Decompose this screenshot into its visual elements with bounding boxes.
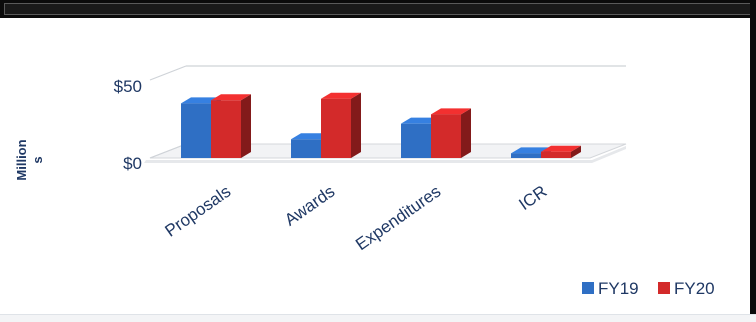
bar-front-expenditures-fy19 — [401, 123, 431, 158]
category-label-proposals: Proposals — [161, 182, 234, 241]
bar-expenditures-fy20 — [431, 108, 471, 158]
bar-awards-fy20 — [321, 92, 361, 158]
bar-top-awards-fy20 — [321, 92, 361, 99]
y-axis-title-line2: s — [30, 156, 45, 163]
legend-label-fy20: FY20 — [674, 279, 715, 298]
bar-top-proposals-fy20 — [211, 94, 251, 101]
bar-front-proposals-fy19 — [181, 103, 211, 158]
gridline-diagonal-base — [149, 143, 187, 159]
bars-layer — [181, 92, 581, 158]
legend-swatch-fy19 — [582, 282, 594, 294]
bar-proposals-fy20 — [211, 94, 251, 158]
legend: FY19 FY20 — [582, 279, 715, 298]
category-label-expenditures: Expenditures — [352, 182, 444, 254]
bar-icr-fy20 — [541, 145, 581, 158]
y-tick-label-50: $50 — [114, 77, 142, 96]
bar-chart: Million s $50 $0 Proposals Awards Expend… — [14, 65, 715, 298]
bar-side-icr-fy20 — [571, 145, 581, 158]
window-right-border — [750, 0, 756, 322]
bar-front-awards-fy20 — [321, 98, 351, 158]
category-labels: Proposals Awards Expenditures ICR — [161, 182, 550, 254]
bar-side-expenditures-fy20 — [461, 108, 471, 158]
bar-side-proposals-fy20 — [241, 94, 251, 158]
bar-front-awards-fy19 — [291, 139, 321, 158]
window-bottom-border — [0, 314, 756, 322]
legend-swatch-fy20 — [658, 282, 670, 294]
y-tick-label-0: $0 — [123, 154, 142, 173]
bar-front-icr-fy20 — [541, 151, 571, 158]
y-axis-title: Million s — [14, 139, 45, 180]
chart-floor-edge — [144, 146, 626, 163]
category-label-awards: Awards — [281, 182, 338, 230]
bar-front-expenditures-fy20 — [431, 114, 461, 158]
window-top-border — [0, 0, 756, 18]
bar-side-awards-fy20 — [351, 92, 361, 158]
bar-front-icr-fy19 — [511, 153, 541, 158]
legend-label-fy19: FY19 — [598, 279, 639, 298]
category-label-icr: ICR — [515, 182, 550, 214]
bar-top-expenditures-fy20 — [431, 108, 471, 115]
gridline-diagonal-top — [149, 65, 187, 81]
bar-front-proposals-fy20 — [211, 100, 241, 158]
bar-top-icr-fy20 — [541, 145, 581, 152]
y-axis-title-line1: Million — [14, 139, 29, 180]
